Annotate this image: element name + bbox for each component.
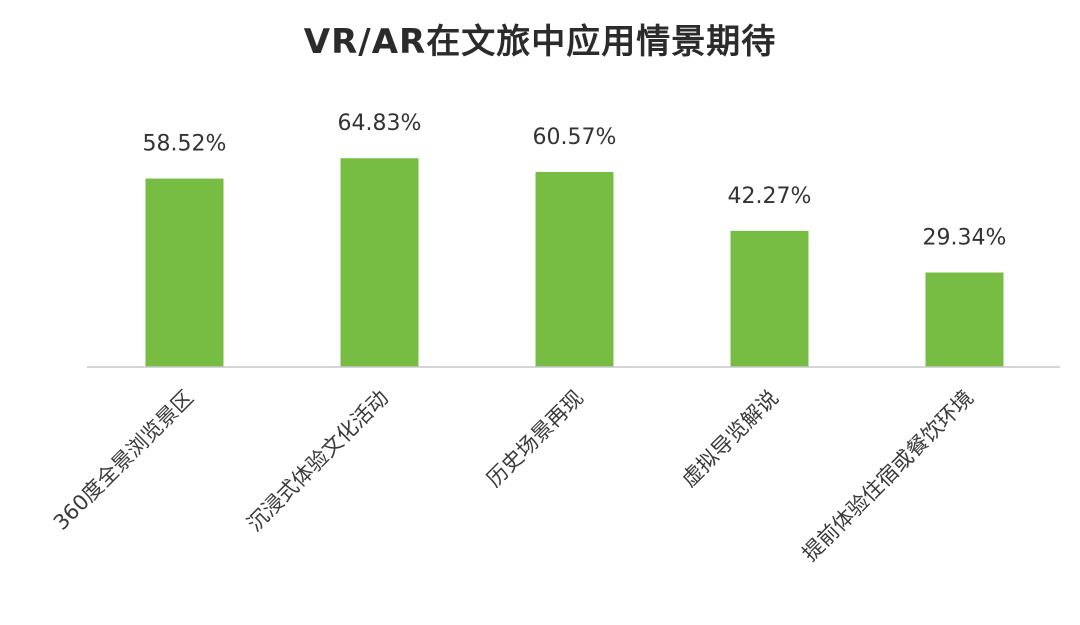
data-label-4: 42.27% [728, 184, 812, 209]
category-label-3: 历史场景再现 [482, 386, 588, 492]
category-label-4: 虚拟导览解说 [677, 386, 783, 492]
data-label-5: 29.34% [923, 226, 1007, 251]
bar-3 [535, 171, 614, 367]
data-label-1: 58.52% [143, 132, 227, 157]
data-label-3: 60.57% [533, 125, 617, 150]
bar-4 [730, 230, 809, 367]
category-label-5: 提前体验住宿或餐饮环境 [798, 386, 978, 566]
category-label-1: 360度全景浏览景区 [49, 386, 198, 535]
bar-2 [340, 158, 419, 367]
bar-5 [925, 272, 1004, 367]
bar-1 [145, 178, 224, 367]
data-label-2: 64.83% [338, 111, 422, 136]
category-label-2: 沉浸式体验文化活动 [242, 386, 393, 537]
chart-title: VR/AR在文旅中应用情景期待 [303, 22, 777, 62]
